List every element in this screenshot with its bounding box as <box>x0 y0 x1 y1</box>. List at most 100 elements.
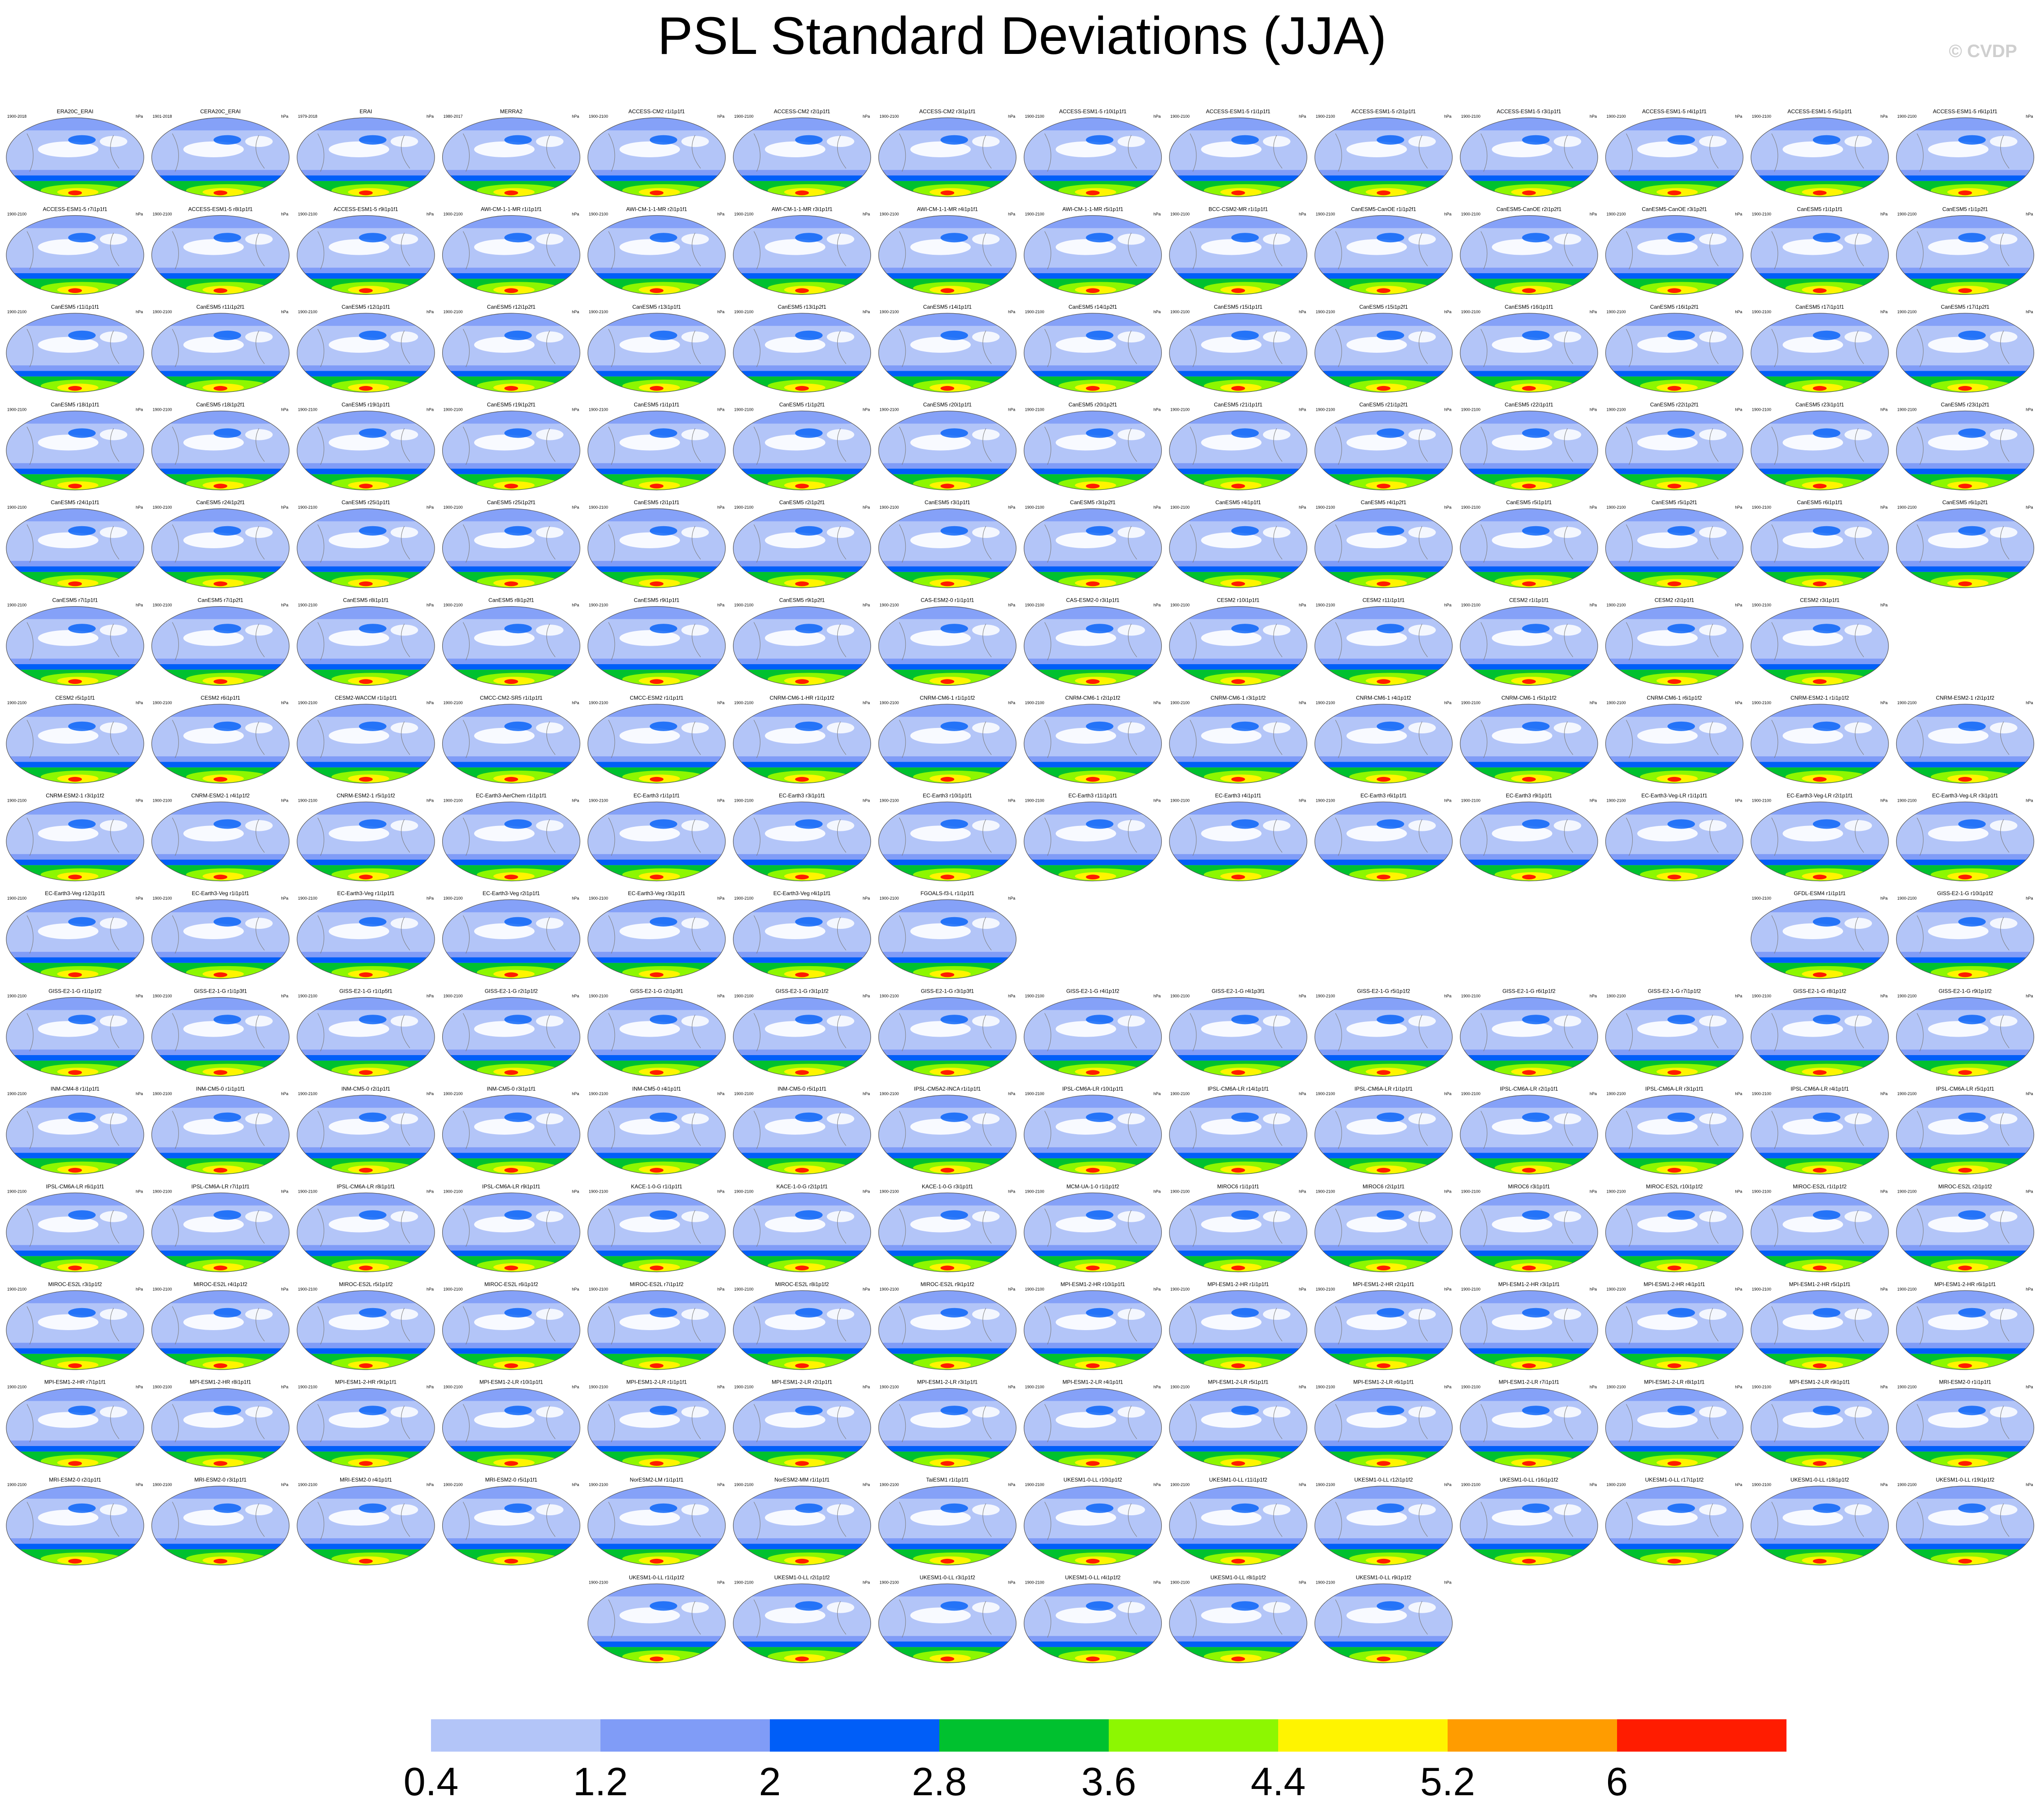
panel-title: AWI-CM-1-1-MR r5i1p1f1 <box>1062 206 1124 213</box>
panel-title: CanESM5 r9i1p2f1 <box>779 597 825 603</box>
panel-years: 1900-2100 <box>7 1092 27 1096</box>
panel-units: hPa <box>1735 1092 1742 1096</box>
panel-units: hPa <box>1590 408 1597 412</box>
panel-title: ACCESS-CM2 r3i1p1f1 <box>919 108 976 115</box>
panel-title: GISS-E2-1-G r7i1p1f2 <box>1648 988 1701 994</box>
panel-units: hPa <box>136 799 143 803</box>
panel-years: 1900-2100 <box>298 310 317 314</box>
panel-title: CNRM-CM6-1 r4i1p1f2 <box>1356 695 1411 701</box>
panel-units: hPa <box>427 896 434 901</box>
panel-years: 1900-2100 <box>1607 212 1626 217</box>
panel-years: 1900-2100 <box>589 1189 608 1194</box>
panel-title: ACCESS-ESM1-5 r5i1p1f1 <box>1787 108 1852 115</box>
colorbar-tick-label: 5.2 <box>1420 1759 1475 1804</box>
panel-title: AWI-CM-1-1-MR r1i1p1f1 <box>481 206 542 213</box>
panel-title: MIROC-ES2L r1i1p1f2 <box>1793 1184 1847 1190</box>
panel-years: 1900-2100 <box>1025 701 1044 705</box>
panel-years: 1900-2100 <box>1752 1189 1771 1194</box>
panel-units: hPa <box>572 310 579 314</box>
panel-title: CanESM5-CanOE r1i1p2f1 <box>1351 206 1416 213</box>
panel-units: hPa <box>136 310 143 314</box>
panel-title: IPSL-CM6A-LR r5i1p1f1 <box>1936 1086 1995 1092</box>
panel-title: AWI-CM-1-1-MR r2i1p1f1 <box>626 206 687 213</box>
panel-years: 1900-2100 <box>444 799 463 803</box>
panel-years: 1900-2100 <box>1897 1189 1917 1194</box>
panel-years: 1900-2100 <box>734 114 754 119</box>
panel-years: 1900-2100 <box>1316 994 1335 998</box>
panel-title: CanESM5 r4i1p2f1 <box>1361 499 1407 506</box>
panel-units: hPa <box>2026 896 2033 901</box>
map-panel: ACCESS-ESM1-5 r8i1p1f1 1900-2100 hPa <box>151 206 290 295</box>
panel-units: hPa <box>2026 1189 2033 1194</box>
panel-years: 1900-2100 <box>589 896 608 901</box>
panel-years: 1900-2100 <box>444 896 463 901</box>
map-panel: CanESM5 r5i1p2f1 1900-2100 hPa <box>1605 499 1744 588</box>
panel-years: 1900-2100 <box>589 1092 608 1096</box>
panel-title: EC-Earth3-AerChem r1i1p1f1 <box>476 793 547 799</box>
panel-units: hPa <box>1590 701 1597 705</box>
panel-units: hPa <box>136 896 143 901</box>
map-panel: KACE-1-0-G r3i1p1f1 1900-2100 hPa <box>878 1184 1017 1273</box>
panel-title: CNRM-CM6-1-HR r1i1p1f2 <box>769 695 834 701</box>
panel-title: CNRM-CM6-1 r5i1p1f2 <box>1502 695 1557 701</box>
panel-units: hPa <box>136 1287 143 1291</box>
panel-title: CESM2 r10i1p1f1 <box>1217 597 1260 603</box>
map-panel: CESM2 r3i1p1f1 1900-2100 hPa <box>1751 597 1889 686</box>
panel-title: MIROC-ES2L r4i1p1f2 <box>194 1281 248 1287</box>
panel-years: 1900-2100 <box>734 799 754 803</box>
panel-years: 1900-2100 <box>153 1092 172 1096</box>
map-panel: CNRM-CM6-1 r3i1p1f2 1900-2100 hPa <box>1169 695 1307 784</box>
panel-units: hPa <box>136 114 143 119</box>
panel-title: IPSL-CM6A-LR r14i1p1f1 <box>1208 1086 1269 1092</box>
panel-years: 1900-2100 <box>298 701 317 705</box>
panel-units: hPa <box>1299 1287 1306 1291</box>
panel-years: 1900-2100 <box>880 1092 899 1096</box>
panel-years: 1900-2100 <box>880 701 899 705</box>
panel-years: 1900-2100 <box>1170 799 1190 803</box>
map-panel: EC-Earth3-Veg r2i1p1f1 1900-2100 hPa <box>442 890 581 979</box>
panel-units: hPa <box>717 1287 724 1291</box>
panel-years: 1900-2100 <box>153 505 172 510</box>
panel-title: CNRM-ESM2-1 r5i1p1f2 <box>337 793 395 799</box>
panel-title: ACCESS-ESM1-5 r8i1p1f1 <box>188 206 253 213</box>
map-panel: AWI-CM-1-1-MR r2i1p1f1 1900-2100 hPa <box>587 206 726 295</box>
panel-years: 1900-2100 <box>298 1092 317 1096</box>
panel-units: hPa <box>1590 799 1597 803</box>
panel-units: hPa <box>136 1092 143 1096</box>
panel-units: hPa <box>281 310 288 314</box>
panel-title: CanESM5 r13i1p1f1 <box>632 304 681 310</box>
panel-units: hPa <box>1880 505 1888 510</box>
panel-years: 1900-2100 <box>444 603 463 608</box>
map-panel: ACCESS-ESM1-5 r7i1p1f1 1900-2100 hPa <box>6 206 144 295</box>
panel-units: hPa <box>427 1189 434 1194</box>
colorbar-tick-label: 2 <box>759 1759 781 1804</box>
panel-title: IPSL-CM6A-LR r7i1p1f1 <box>191 1184 250 1190</box>
panel-years: 1900-2100 <box>589 701 608 705</box>
map-panel: EC-Earth3-Veg-LR r1i1p1f1 1900-2100 hPa <box>1605 793 1744 882</box>
panel-years: 1900-2100 <box>880 114 899 119</box>
panel-years: 1900-2100 <box>1752 505 1771 510</box>
panel-years: 1900-2100 <box>1752 994 1771 998</box>
map-panel: CAS-ESM2-0 r1i1p1f1 1900-2100 hPa <box>878 597 1017 686</box>
panel-years: 1900-2100 <box>7 896 27 901</box>
panel-years: 1900-2100 <box>1316 701 1335 705</box>
panel-units: hPa <box>1008 408 1015 412</box>
panel-units: hPa <box>136 212 143 217</box>
panel-years: 1900-2100 <box>880 505 899 510</box>
panel-units: hPa <box>427 408 434 412</box>
panel-years: 1900-2100 <box>1752 701 1771 705</box>
panel-title: EC-Earth3 r4i1p1f1 <box>1215 793 1262 799</box>
panel-title: CanESM5 r8i1p2f1 <box>489 597 534 603</box>
panel-title: CanESM5 r7i1p2f1 <box>198 597 244 603</box>
map-panel: CanESM5 r1i1p2f1 1900-2100 hPa <box>1896 206 2035 295</box>
colorbar-swatch <box>939 1719 1109 1752</box>
map-panel: MPI-ESM1-2-HR r10i1p1f1 1900-2100 hPa <box>1023 1281 1162 1370</box>
panel-years: 1900-2100 <box>1752 603 1771 608</box>
panel-years: 1900-2100 <box>444 701 463 705</box>
panel-units: hPa <box>572 408 579 412</box>
panel-years: 1900-2100 <box>589 603 608 608</box>
map-panel: CanESM5 r21i1p2f1 1900-2100 hPa <box>1314 402 1453 491</box>
panel-units: hPa <box>717 799 724 803</box>
panel-title: KACE-1-0-G r2i1p1f1 <box>776 1184 827 1190</box>
panel-title: CanESM5 r11i1p2f1 <box>196 304 245 310</box>
